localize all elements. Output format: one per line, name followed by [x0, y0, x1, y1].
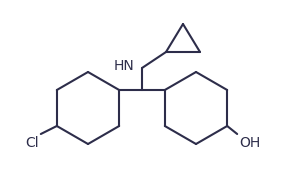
Text: HN: HN	[113, 59, 134, 73]
Text: OH: OH	[239, 136, 261, 150]
Text: Cl: Cl	[25, 136, 39, 150]
